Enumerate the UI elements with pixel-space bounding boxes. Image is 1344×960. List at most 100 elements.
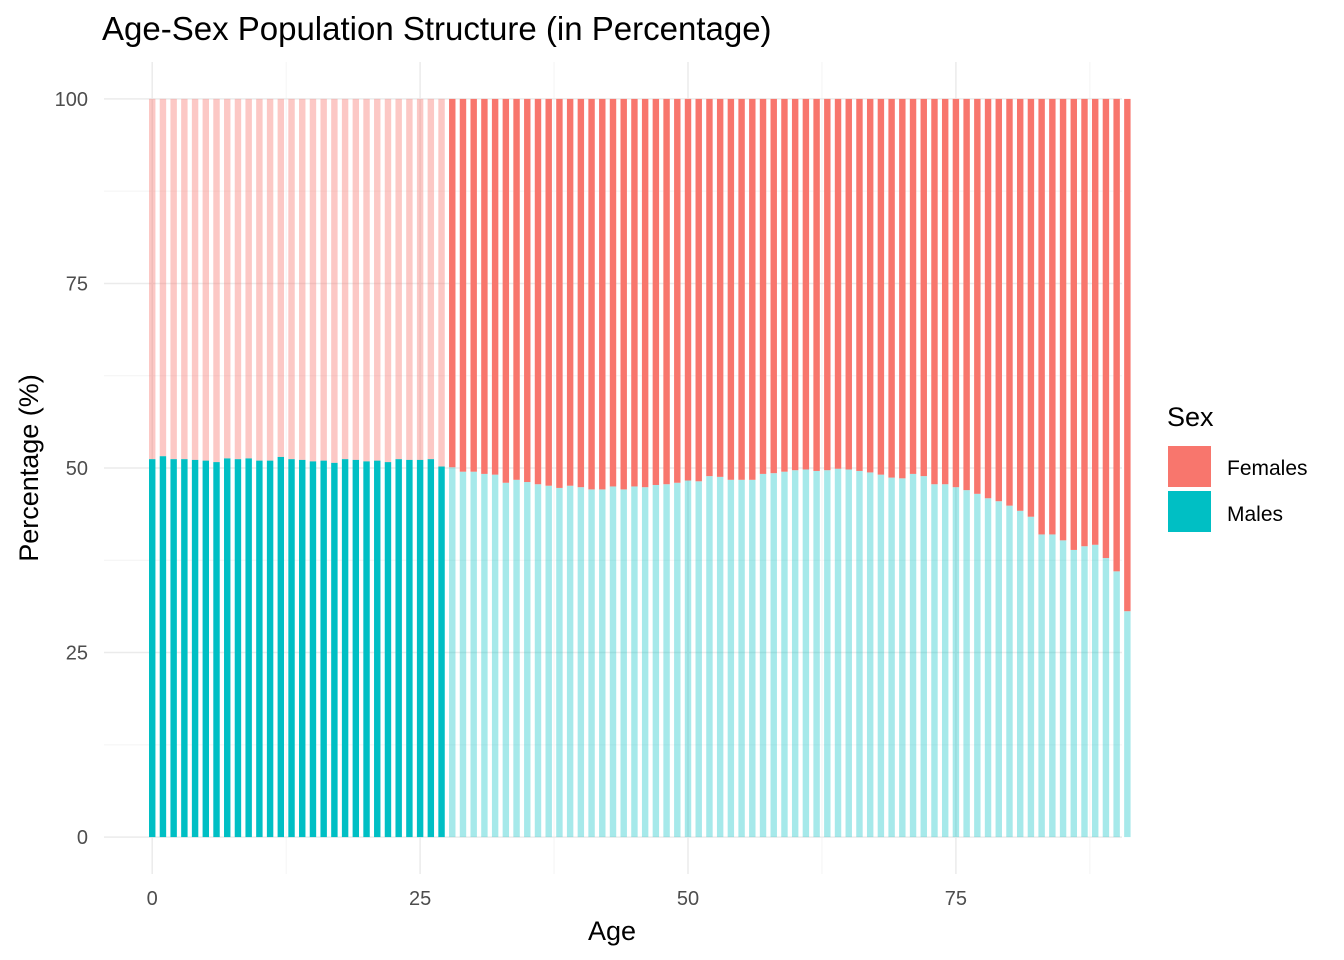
bar-females — [824, 98, 831, 471]
bar-females — [577, 98, 585, 488]
bar-females — [1113, 98, 1120, 572]
bar-males — [877, 474, 885, 838]
x-tick-label: 50 — [677, 888, 699, 910]
bar-females — [288, 98, 295, 460]
bar-males — [995, 501, 1002, 838]
bar-females — [374, 98, 381, 461]
bar-males — [374, 460, 381, 838]
bar-males — [395, 459, 402, 838]
bar-females — [1081, 98, 1088, 547]
bar-females — [149, 98, 156, 460]
bar-females — [995, 98, 1002, 502]
bar-males — [556, 487, 563, 838]
bar-females — [438, 98, 445, 467]
y-axis-ticks: 0 25 50 75 100 — [55, 89, 88, 849]
bar-females — [727, 98, 735, 480]
bar-males — [577, 487, 585, 838]
bar-females — [202, 98, 210, 461]
bar-males — [716, 476, 724, 838]
bar-females — [588, 98, 595, 490]
bar-males — [781, 471, 788, 838]
x-tick-label: 0 — [147, 888, 158, 910]
bar-males — [888, 477, 895, 838]
bar-males — [824, 470, 831, 838]
bar-males — [438, 466, 445, 838]
bar-males — [224, 458, 231, 838]
bar-females — [170, 98, 177, 460]
bar-males — [706, 476, 713, 838]
bar-males — [770, 473, 777, 838]
bar-males — [963, 490, 970, 838]
bar-females — [1102, 98, 1110, 559]
bar-males — [974, 493, 981, 838]
bar-males — [202, 460, 210, 838]
bar-females — [320, 98, 327, 461]
bar-males — [288, 459, 295, 838]
bar-males — [245, 458, 252, 838]
legend: Sex Females Males — [1167, 402, 1308, 532]
bar-males — [899, 478, 906, 838]
bar-males — [256, 460, 263, 838]
bars — [149, 98, 1131, 838]
bar-females — [191, 98, 199, 460]
bar-females — [1124, 98, 1131, 612]
bar-males — [609, 486, 617, 838]
bar-females — [524, 98, 531, 483]
bar-males — [952, 487, 960, 838]
bar-females — [931, 98, 938, 485]
bar-females — [609, 98, 617, 487]
bar-males — [1027, 516, 1035, 838]
bar-males — [299, 459, 306, 838]
bar-males — [1059, 540, 1067, 838]
bar-males — [931, 484, 938, 838]
bar-females — [470, 98, 477, 472]
bar-males — [1038, 534, 1045, 838]
bar-females — [1006, 98, 1013, 506]
bar-females — [941, 98, 949, 485]
bar-females — [738, 98, 745, 480]
y-axis-title: Percentage (%) — [14, 374, 44, 562]
bar-males — [363, 461, 370, 838]
bar-females — [545, 98, 552, 486]
bar-females — [491, 98, 499, 475]
bar-females — [1038, 98, 1045, 535]
bar-males — [663, 484, 670, 838]
bar-females — [963, 98, 970, 491]
bar-females — [234, 98, 242, 460]
y-tick-label: 75 — [66, 273, 88, 295]
bar-males — [481, 473, 488, 838]
bar-females — [695, 98, 702, 482]
bar-females — [449, 98, 456, 468]
bar-females — [213, 98, 220, 463]
bar-males — [1049, 534, 1056, 838]
bar-females — [341, 98, 349, 460]
bar-males — [1006, 505, 1013, 838]
bar-males — [631, 486, 638, 838]
x-tick-label: 25 — [409, 888, 431, 910]
bar-males — [170, 459, 177, 838]
bar-females — [749, 98, 756, 480]
bar-females — [534, 98, 542, 485]
bar-females — [706, 98, 713, 477]
bar-males — [416, 459, 424, 838]
y-tick-label: 50 — [66, 458, 88, 480]
bar-females — [277, 98, 285, 457]
bar-females — [481, 98, 488, 474]
bar-females — [309, 98, 317, 462]
bar-females — [652, 98, 660, 485]
bar-females — [245, 98, 252, 459]
bar-males — [1102, 558, 1110, 838]
bar-females — [674, 98, 681, 483]
bar-males — [524, 482, 531, 838]
bar-females — [256, 98, 263, 461]
bar-females — [384, 98, 392, 463]
bar-females — [984, 98, 992, 499]
bar-females — [770, 98, 777, 474]
bar-females — [684, 98, 692, 481]
bar-females — [1070, 98, 1077, 550]
legend-label-males: Males — [1227, 503, 1283, 526]
bar-males — [406, 459, 413, 838]
bar-males — [545, 485, 552, 838]
bar-males — [159, 456, 167, 838]
